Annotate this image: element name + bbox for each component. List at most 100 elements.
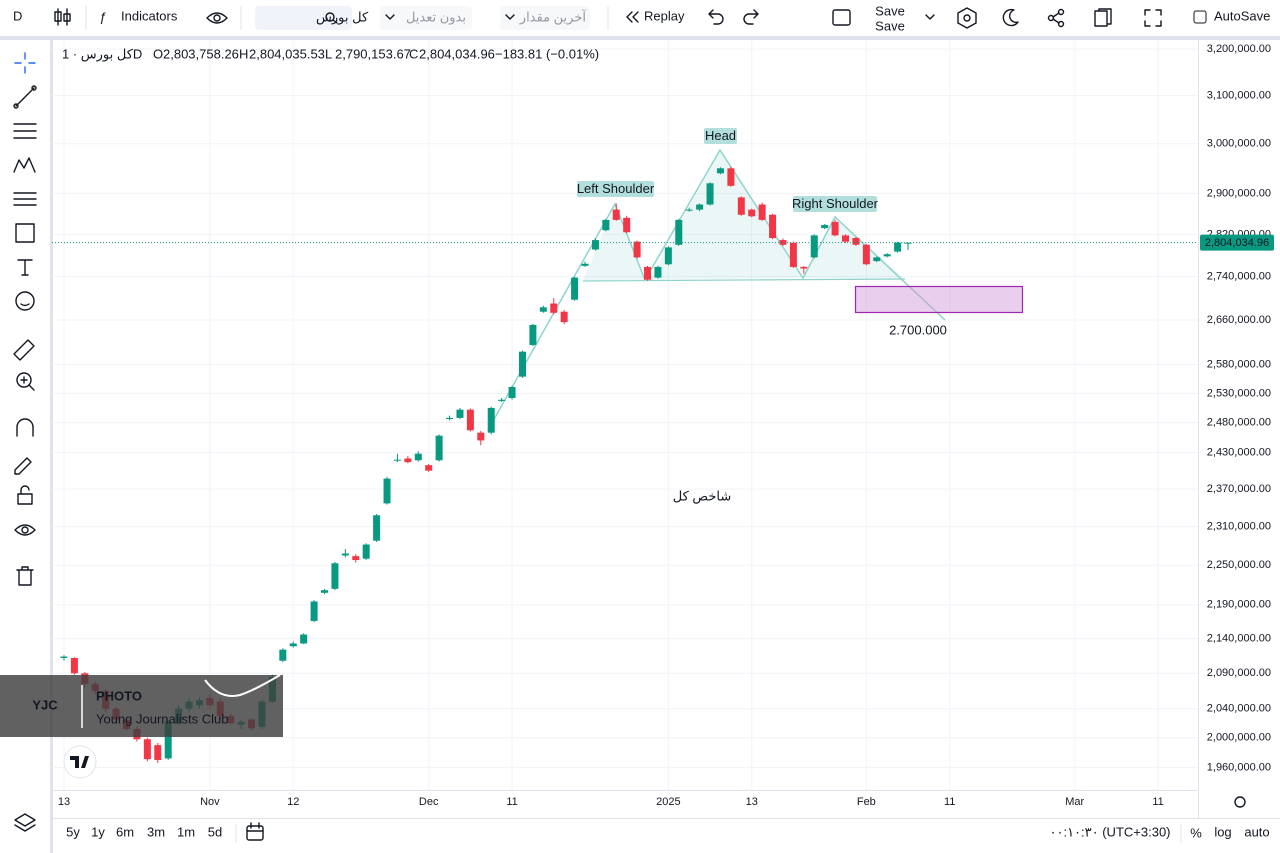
text-tool[interactable] — [17, 259, 33, 276]
y-tick-label: 2,040,000.00 — [1207, 703, 1271, 715]
pattern-line — [487, 148, 946, 431]
range-button[interactable]: 1m — [177, 824, 195, 839]
candle-body — [737, 197, 745, 215]
price-source-dropdown[interactable] — [500, 6, 590, 30]
measure-tool[interactable] — [13, 339, 35, 361]
candle-body — [664, 247, 672, 265]
autosave-label[interactable]: AutoSave — [1214, 8, 1270, 23]
candle-body — [143, 739, 151, 760]
log-toggle[interactable]: log — [1214, 824, 1231, 839]
autosave-checkbox[interactable] — [1193, 10, 1207, 24]
lock-tool[interactable] — [17, 493, 33, 505]
candle-body — [862, 244, 870, 265]
y-tick-label: 2,480,000.00 — [1207, 417, 1271, 429]
emoji-tool[interactable] — [15, 291, 35, 311]
crosshair-tool[interactable] — [14, 52, 36, 74]
y-tick-label: 2,660,000.00 — [1207, 314, 1271, 326]
candle-body — [154, 745, 162, 760]
candle-body — [362, 544, 370, 559]
replay-icon[interactable] — [626, 11, 639, 23]
label-box — [793, 196, 877, 212]
date-range-icon[interactable] — [246, 822, 264, 841]
candle-body — [529, 324, 537, 345]
candle-body — [612, 209, 620, 220]
symbol-text[interactable]: کل بورس — [316, 9, 369, 25]
indicators-button[interactable]: Indicators — [121, 8, 178, 23]
emoji-smile — [20, 303, 30, 307]
forecast-tool[interactable] — [13, 192, 37, 206]
magnet-tool[interactable] — [16, 418, 34, 437]
interval-button[interactable]: D — [13, 8, 22, 23]
watermark: YJC PHOTO Young Journalists Club — [0, 674, 283, 737]
candle-body — [644, 266, 652, 280]
chevron[interactable] — [925, 14, 935, 20]
auto-toggle[interactable]: auto — [1244, 824, 1269, 839]
x-tick-label: 13 — [746, 796, 758, 808]
range-button[interactable]: 5d — [208, 824, 222, 839]
axis-settings[interactable] — [1234, 796, 1246, 808]
shape-tool[interactable] — [15, 223, 35, 243]
delete-tool[interactable] — [16, 566, 34, 586]
object-tree[interactable] — [14, 813, 36, 832]
candle-body — [810, 235, 818, 258]
settings-icon-dot — [963, 14, 971, 22]
candle-body — [383, 478, 391, 504]
adjustment-dropdown[interactable] — [380, 6, 472, 30]
share-icon[interactable] — [1047, 8, 1065, 28]
search-icon[interactable] — [325, 12, 338, 24]
candle-body — [883, 254, 891, 257]
pattern-tool[interactable] — [13, 157, 36, 173]
redo-icon[interactable] — [743, 9, 759, 25]
range-button[interactable]: 5y — [66, 824, 80, 839]
save-button[interactable]: Save — [875, 3, 905, 18]
layout-icon[interactable] — [832, 9, 851, 26]
tv-logo[interactable] — [63, 745, 97, 779]
chevron — [385, 14, 395, 20]
chart-type-icon[interactable] — [54, 8, 71, 26]
save-subtitle[interactable]: Save — [875, 18, 905, 33]
watermark-kind: PHOTO — [96, 688, 142, 703]
eye-icon[interactable] — [206, 12, 228, 24]
candle-body — [571, 277, 579, 300]
candle-body — [623, 217, 631, 233]
range-button[interactable]: 3m — [147, 824, 165, 839]
fullscreen-icon[interactable] — [1144, 9, 1162, 27]
snapshot-icon[interactable] — [1094, 8, 1112, 27]
y-tick-label: 2,140,000.00 — [1207, 633, 1271, 645]
replay-button[interactable]: Replay — [644, 8, 685, 23]
range-button[interactable]: 1y — [91, 824, 105, 839]
lock-shackle — [20, 485, 30, 495]
y-tick-label: 2,900,000.00 — [1207, 187, 1271, 199]
hide-tool[interactable] — [14, 524, 36, 536]
drawing-mode-tool[interactable] — [14, 457, 32, 475]
candle-body — [727, 168, 735, 186]
legend-key: C — [409, 46, 418, 61]
fx-icon[interactable]: ƒ — [99, 9, 106, 24]
watermark-brand: YJC — [32, 697, 58, 712]
trend-line-dot — [13, 103, 19, 109]
percent-toggle[interactable]: % — [1190, 825, 1202, 840]
range-button[interactable]: 6m — [116, 824, 134, 839]
adjustment-text[interactable]: بدون تعدیل — [406, 9, 466, 25]
price-source-text[interactable]: آخرین مقدار — [519, 8, 588, 25]
target-label: 2.700.000 — [889, 322, 947, 337]
legend-value: 2,790,153.67 — [335, 46, 411, 61]
x-tick-label: Feb — [857, 796, 876, 808]
candle-body — [685, 209, 693, 211]
fib-tool[interactable] — [13, 123, 37, 139]
candle-body — [466, 409, 474, 431]
candle-body — [748, 209, 756, 217]
pattern-drawing: Left Shoulder Head Right Shoulder 2.700.… — [487, 128, 1024, 504]
zoom-tool[interactable] — [16, 372, 32, 388]
clock[interactable]: ۰۰:۱۰:۳۰ (UTC+3:30) — [1050, 824, 1171, 839]
symbol-button[interactable] — [255, 6, 352, 30]
candle-body — [800, 266, 808, 269]
trend-line-tool[interactable] — [15, 87, 35, 107]
settings-icon[interactable] — [957, 7, 977, 29]
undo-icon[interactable] — [708, 9, 724, 25]
y-tick-label: 2,310,000.00 — [1207, 521, 1271, 533]
theme-icon[interactable] — [1002, 8, 1019, 27]
label-box — [704, 128, 737, 144]
hide-pupil — [21, 526, 29, 534]
candle-body — [279, 649, 287, 661]
